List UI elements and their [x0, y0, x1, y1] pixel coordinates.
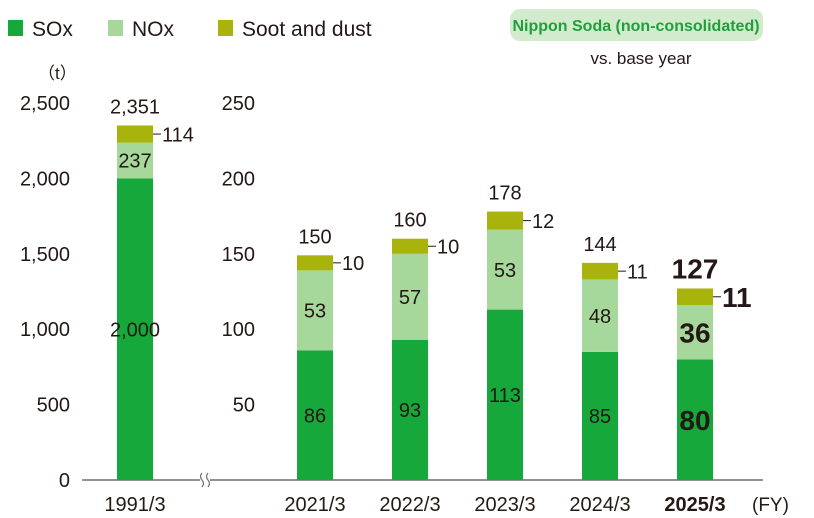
bar-nox [392, 253, 428, 340]
bar-soot-and-dust [117, 125, 153, 143]
right-tick-label: 150 [222, 244, 255, 266]
bar-nox [582, 279, 618, 352]
bar-sox [487, 309, 523, 480]
bar-nox [117, 142, 153, 179]
left-tick-label: 2,500 [20, 93, 70, 115]
data-label: 113 [489, 385, 521, 407]
data-label: 57 [399, 287, 421, 309]
legend-label: Soot and dust [242, 18, 372, 41]
bar-soot-and-dust [392, 238, 428, 254]
data-label: 11 [627, 261, 648, 283]
axis-break-icon [199, 472, 211, 488]
left-tick-label: 1,000 [20, 319, 70, 341]
data-label: 93 [399, 400, 421, 422]
bar-soot-and-dust [487, 211, 523, 230]
left-tick-label: 0 [59, 470, 70, 492]
total-label: 160 [393, 210, 426, 232]
data-label: 12 [532, 211, 554, 233]
left-tick-label: 500 [37, 395, 70, 417]
legend-label: SOx [32, 18, 73, 41]
left-tick-label: 2,000 [20, 168, 70, 190]
x-tick-label: 2025/3 [664, 494, 725, 516]
data-label: 48 [589, 306, 611, 328]
bar-sox [582, 351, 618, 480]
bar-sox [677, 359, 713, 480]
x-tick-label: 1991/3 [104, 494, 165, 516]
right-tick-label: 200 [222, 168, 255, 190]
x-tick-label: 2021/3 [284, 494, 345, 516]
right-tick-label: 250 [222, 93, 255, 115]
total-label: 150 [298, 226, 331, 248]
badge [510, 9, 763, 41]
badge-text: Nippon Soda (non-consolidated) [512, 18, 759, 35]
unit-label: （t） [38, 64, 77, 83]
legend-swatch [108, 20, 123, 36]
data-label: 85 [589, 406, 611, 428]
data-label: 237 [118, 151, 151, 173]
badge-note: vs. base year [590, 49, 691, 68]
right-tick-label: 100 [222, 319, 255, 341]
axis-break-gap [200, 473, 210, 487]
bar-nox [297, 270, 333, 351]
legend-label: NOx [132, 18, 175, 41]
x-tick-label: 2024/3 [569, 494, 630, 516]
bar-nox [487, 229, 523, 310]
bar-soot-and-dust [582, 262, 618, 280]
x-unit-label: (FY) [752, 495, 789, 516]
bar-nox [677, 305, 713, 360]
legend-swatch [8, 20, 23, 36]
data-label: 86 [304, 405, 326, 427]
legend-swatch [218, 20, 233, 36]
total-label: 178 [488, 183, 521, 205]
data-label: 114 [162, 124, 194, 146]
x-tick-label: 2023/3 [474, 494, 535, 516]
left-tick-label: 1,500 [20, 244, 70, 266]
right-tick-label: 50 [233, 395, 255, 417]
data-label: 80 [679, 405, 710, 436]
bar-sox [117, 178, 153, 480]
data-label: 53 [494, 260, 516, 282]
bar-sox [392, 339, 428, 480]
total-label: 144 [583, 234, 616, 256]
total-label: 127 [672, 253, 719, 284]
data-label: 11 [722, 282, 752, 313]
data-label: 36 [679, 317, 710, 348]
data-label: 10 [437, 236, 459, 258]
bar-soot-and-dust [677, 288, 713, 306]
total-label: 2,351 [110, 96, 160, 118]
bar-sox [297, 350, 333, 480]
data-label: 10 [342, 253, 364, 275]
data-label: 53 [304, 301, 326, 323]
data-label: 2,000 [110, 319, 160, 341]
x-tick-label: 2022/3 [379, 494, 440, 516]
bar-soot-and-dust [297, 255, 333, 271]
